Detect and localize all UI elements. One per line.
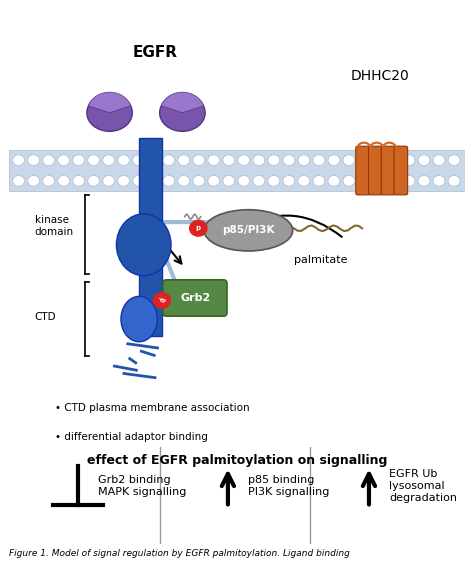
Circle shape: [433, 175, 445, 186]
Circle shape: [73, 175, 84, 186]
Circle shape: [313, 175, 325, 186]
Circle shape: [27, 155, 39, 166]
Text: Yp: Yp: [158, 298, 166, 303]
Text: Figure 1. Model of signal regulation by EGFR palmitoylation. Ligand binding: Figure 1. Model of signal regulation by …: [9, 549, 350, 558]
Text: Grb2: Grb2: [180, 293, 210, 303]
Circle shape: [298, 155, 310, 166]
Circle shape: [208, 175, 220, 186]
Circle shape: [418, 175, 430, 186]
Circle shape: [190, 221, 207, 236]
Circle shape: [373, 175, 385, 186]
FancyBboxPatch shape: [368, 146, 382, 195]
Circle shape: [268, 175, 280, 186]
Circle shape: [13, 175, 25, 186]
Text: p: p: [196, 225, 201, 231]
Circle shape: [153, 293, 171, 308]
Circle shape: [343, 155, 355, 166]
Circle shape: [208, 155, 220, 166]
Circle shape: [448, 175, 460, 186]
Circle shape: [148, 155, 160, 166]
Circle shape: [13, 155, 25, 166]
Circle shape: [193, 155, 205, 166]
Circle shape: [73, 155, 84, 166]
Circle shape: [298, 175, 310, 186]
Ellipse shape: [160, 94, 205, 131]
Circle shape: [27, 175, 39, 186]
Text: DHHC20: DHHC20: [351, 69, 410, 84]
Circle shape: [118, 175, 129, 186]
Text: effect of EGFR palmitoylation on signalling: effect of EGFR palmitoylation on signall…: [87, 454, 387, 467]
Circle shape: [343, 175, 355, 186]
Text: EGFR: EGFR: [133, 45, 178, 60]
Circle shape: [103, 175, 115, 186]
Circle shape: [328, 155, 340, 166]
Text: p85 binding
PI3K signalling: p85 binding PI3K signalling: [248, 475, 330, 497]
FancyBboxPatch shape: [9, 150, 465, 191]
Circle shape: [253, 155, 265, 166]
Circle shape: [193, 175, 205, 186]
Circle shape: [163, 155, 174, 166]
Circle shape: [223, 175, 235, 186]
Circle shape: [58, 155, 70, 166]
Circle shape: [313, 155, 325, 166]
Circle shape: [373, 155, 385, 166]
Text: • differential adaptor binding: • differential adaptor binding: [55, 431, 208, 442]
Circle shape: [403, 175, 415, 186]
Text: kinase
domain: kinase domain: [35, 215, 73, 237]
FancyBboxPatch shape: [163, 280, 227, 316]
Circle shape: [178, 175, 190, 186]
Circle shape: [88, 175, 100, 186]
Circle shape: [358, 175, 370, 186]
Text: EGFR Ub
lysosomal
degradation: EGFR Ub lysosomal degradation: [390, 469, 457, 503]
Circle shape: [283, 155, 295, 166]
Circle shape: [88, 155, 100, 166]
FancyBboxPatch shape: [139, 138, 162, 336]
Circle shape: [238, 175, 250, 186]
FancyBboxPatch shape: [356, 146, 369, 195]
Circle shape: [43, 175, 55, 186]
Ellipse shape: [121, 296, 157, 342]
Text: p85/PI3K: p85/PI3K: [222, 225, 274, 236]
FancyBboxPatch shape: [394, 146, 408, 195]
Circle shape: [268, 155, 280, 166]
Circle shape: [433, 155, 445, 166]
Circle shape: [163, 175, 174, 186]
Circle shape: [403, 155, 415, 166]
Wedge shape: [88, 92, 131, 113]
Circle shape: [118, 155, 129, 166]
Circle shape: [283, 175, 295, 186]
Circle shape: [238, 155, 250, 166]
Circle shape: [223, 155, 235, 166]
Circle shape: [388, 155, 400, 166]
Circle shape: [358, 155, 370, 166]
Ellipse shape: [117, 214, 171, 276]
Circle shape: [418, 155, 430, 166]
Text: palmitate: palmitate: [294, 255, 348, 265]
Text: CTD: CTD: [35, 312, 56, 322]
Circle shape: [178, 155, 190, 166]
Circle shape: [253, 175, 265, 186]
FancyBboxPatch shape: [381, 146, 395, 195]
Ellipse shape: [87, 94, 132, 131]
Circle shape: [103, 155, 115, 166]
Ellipse shape: [204, 210, 293, 251]
Text: Grb2 binding
MAPK signalling: Grb2 binding MAPK signalling: [98, 475, 187, 497]
Circle shape: [448, 155, 460, 166]
Circle shape: [148, 175, 160, 186]
Circle shape: [133, 175, 145, 186]
Circle shape: [328, 175, 340, 186]
Circle shape: [133, 155, 145, 166]
Circle shape: [58, 175, 70, 186]
Circle shape: [43, 155, 55, 166]
Circle shape: [388, 175, 400, 186]
Text: • CTD plasma membrane association: • CTD plasma membrane association: [55, 403, 250, 413]
Wedge shape: [161, 92, 204, 113]
